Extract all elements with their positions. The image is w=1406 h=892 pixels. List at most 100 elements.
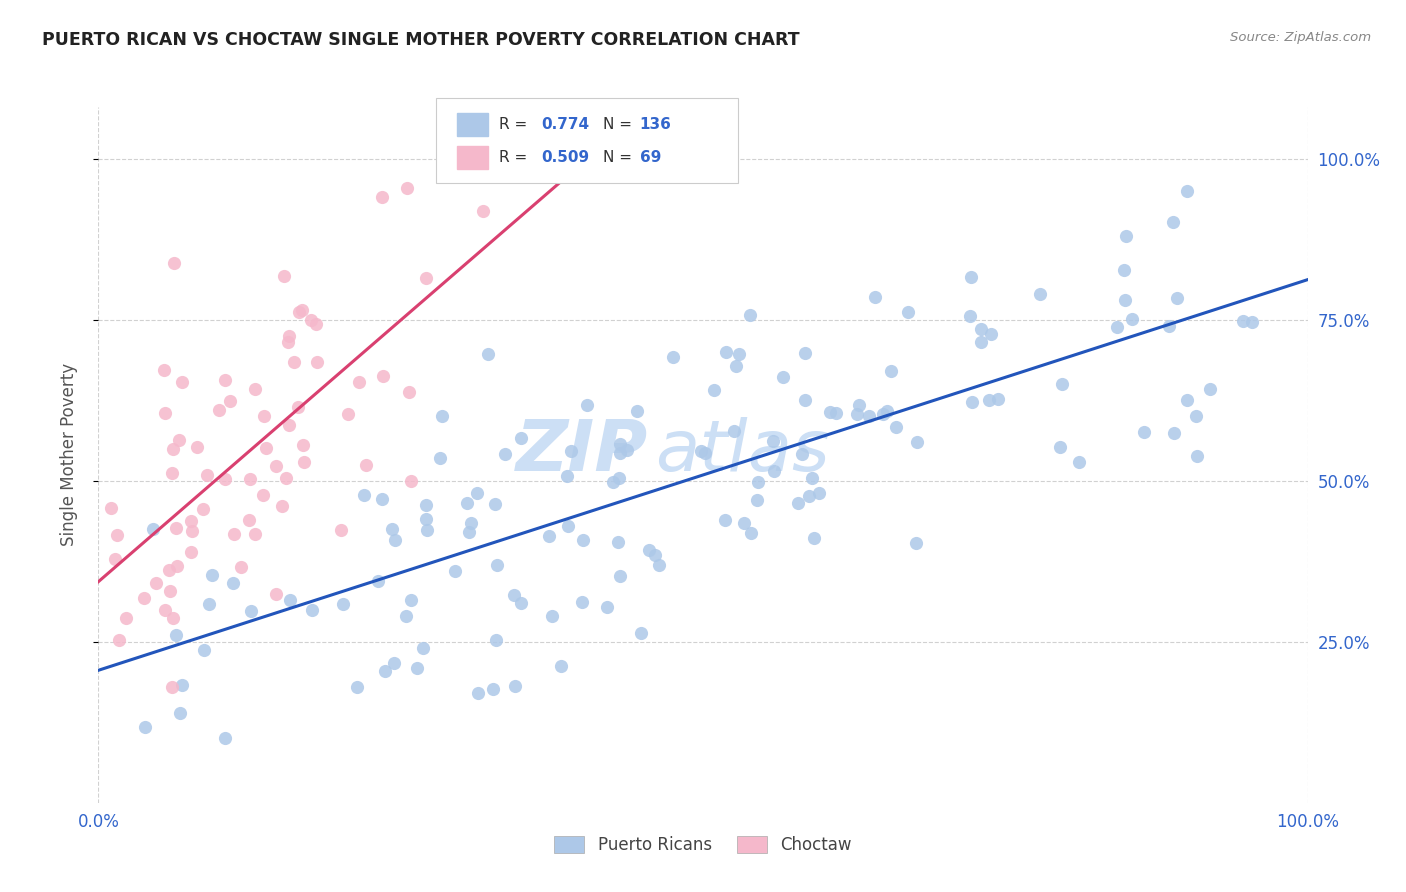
Point xyxy=(609,568,631,582)
Point xyxy=(163,256,186,270)
Point xyxy=(214,731,236,746)
Point xyxy=(824,406,846,420)
Point xyxy=(336,407,359,421)
Point xyxy=(105,528,128,542)
Point xyxy=(509,431,531,445)
Point xyxy=(134,591,156,606)
Point xyxy=(609,446,631,460)
Point xyxy=(278,329,301,343)
Point xyxy=(165,628,187,642)
Point xyxy=(596,600,619,615)
Point xyxy=(201,568,224,582)
Point xyxy=(214,472,236,486)
Point xyxy=(412,640,434,655)
Point xyxy=(1121,311,1143,326)
Point xyxy=(787,495,810,509)
Point xyxy=(384,533,406,547)
Point xyxy=(159,583,181,598)
Point xyxy=(172,678,194,692)
Point xyxy=(291,302,314,317)
Point xyxy=(305,355,328,369)
Point xyxy=(879,364,901,378)
Point xyxy=(1112,262,1135,277)
Point xyxy=(283,355,305,369)
Point xyxy=(723,424,745,438)
Point xyxy=(1175,392,1198,407)
Point xyxy=(371,189,394,203)
Text: 69: 69 xyxy=(640,151,661,165)
Point xyxy=(745,493,768,508)
Point xyxy=(160,680,183,694)
Point xyxy=(1163,425,1185,440)
Point xyxy=(395,181,418,195)
Point xyxy=(970,334,993,349)
Point xyxy=(191,502,214,516)
Point xyxy=(162,611,184,625)
Point xyxy=(962,394,984,409)
Point xyxy=(602,475,624,490)
Point xyxy=(637,543,659,558)
Text: R =: R = xyxy=(499,118,533,132)
Point xyxy=(444,564,467,578)
Point xyxy=(959,310,981,324)
Point xyxy=(401,475,423,489)
Point xyxy=(243,526,266,541)
Point xyxy=(166,521,188,535)
Point xyxy=(555,469,578,483)
Point xyxy=(371,369,394,384)
Point xyxy=(180,544,202,558)
Point xyxy=(509,596,531,610)
Point xyxy=(970,322,993,336)
Point xyxy=(159,563,181,577)
Point xyxy=(979,392,1001,407)
Point xyxy=(145,575,167,590)
Point xyxy=(292,455,315,469)
Point xyxy=(484,497,506,511)
Point xyxy=(153,363,176,377)
Point xyxy=(239,604,262,618)
Point xyxy=(572,533,595,547)
Point xyxy=(367,574,389,588)
Point xyxy=(264,458,287,473)
Point xyxy=(239,472,262,486)
Point xyxy=(142,522,165,536)
Point xyxy=(1232,314,1254,328)
Point xyxy=(371,491,394,506)
Point xyxy=(170,375,193,389)
Point xyxy=(799,489,821,503)
Point xyxy=(166,559,188,574)
Point xyxy=(238,513,260,527)
Point xyxy=(541,608,564,623)
Point xyxy=(1067,454,1090,468)
Point xyxy=(457,525,479,540)
Point xyxy=(1185,409,1208,424)
Point xyxy=(456,495,478,509)
Point xyxy=(505,679,527,693)
Point xyxy=(714,513,737,527)
Point xyxy=(245,382,267,396)
Point xyxy=(278,418,301,433)
Point xyxy=(571,595,593,609)
Text: R =: R = xyxy=(499,151,533,165)
Point xyxy=(960,270,983,285)
Point xyxy=(464,164,486,178)
Point xyxy=(305,317,328,331)
Point xyxy=(846,407,869,421)
Point xyxy=(761,434,783,448)
Point xyxy=(818,405,841,419)
Point xyxy=(430,409,453,423)
Point xyxy=(695,446,717,460)
Point xyxy=(374,664,396,678)
Point xyxy=(347,375,370,389)
Point xyxy=(560,443,582,458)
Point xyxy=(481,681,503,696)
Point xyxy=(848,398,870,412)
Point xyxy=(550,658,572,673)
Point xyxy=(399,593,422,607)
Point xyxy=(382,656,405,670)
Y-axis label: Single Mother Poverty: Single Mother Poverty xyxy=(59,363,77,547)
Point xyxy=(277,334,299,349)
Point xyxy=(252,488,274,502)
Text: N =: N = xyxy=(603,151,637,165)
Point xyxy=(762,464,785,478)
